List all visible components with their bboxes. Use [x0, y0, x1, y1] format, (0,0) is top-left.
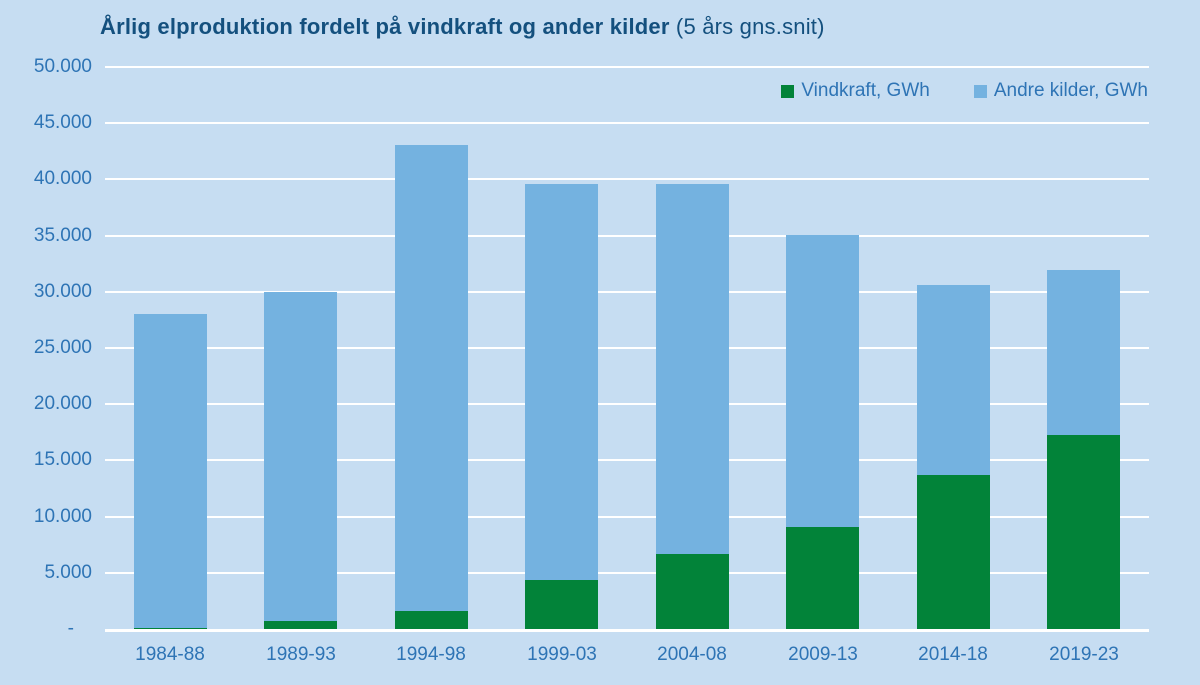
x-axis-label: 1994-98 [396, 644, 466, 665]
y-axis-label: - [67, 618, 74, 639]
bar-segment-vindkraft [134, 628, 207, 629]
x-axis-line [105, 629, 1149, 632]
gridline [105, 234, 1149, 237]
gridline [105, 515, 1149, 518]
x-axis-label: 1989-93 [266, 644, 336, 665]
x-axis-label: 2019-23 [1049, 644, 1119, 665]
y-axis-label: 5.000 [44, 561, 92, 583]
bar-segment-vindkraft [525, 580, 598, 629]
bar-segment-andre-kilder [134, 314, 207, 628]
y-axis-label: 25.000 [33, 337, 92, 358]
legend-item: Vindkraft, GWh [781, 80, 930, 102]
chart-title: Årlig elproduktion fordelt på vindkraft … [100, 14, 825, 40]
bar-segment-vindkraft [786, 527, 859, 629]
chart-title-suffix: (5 års gns.snit) [669, 14, 825, 39]
y-axis-label: 20.000 [33, 393, 92, 415]
bar-segment-andre-kilder [525, 184, 598, 580]
bar-segment-vindkraft [395, 611, 468, 629]
y-axis-label: 15.000 [33, 449, 92, 471]
y-axis-label: 30.000 [33, 280, 92, 302]
y-axis-label: 35.000 [33, 224, 92, 246]
gridline [105, 459, 1149, 462]
legend-label: Andre kilder, GWh [993, 80, 1148, 101]
y-axis-label: 40.000 [33, 168, 92, 190]
x-axis-label: 1999-03 [527, 644, 597, 665]
chart-legend: Vindkraft, GWh Andre kilder, GWh [781, 80, 1148, 102]
gridline [105, 290, 1149, 293]
gridline [105, 122, 1149, 125]
gridline [105, 403, 1149, 406]
y-axis-label: 45.000 [33, 112, 92, 134]
legend-swatch-icon [781, 84, 795, 98]
bar-segment-andre-kilder [656, 184, 729, 554]
gridline [105, 178, 1149, 181]
bar-segment-andre-kilder [395, 145, 468, 611]
x-axis-label: 1984-88 [135, 644, 205, 665]
chart-title-main: Årlig elproduktion fordelt på vindkraft … [100, 14, 670, 39]
bar-segment-vindkraft [1047, 435, 1120, 629]
bar-segment-andre-kilder [917, 285, 990, 475]
y-axis-label: 50.000 [33, 56, 92, 77]
gridline [105, 66, 1149, 68]
plot-area [105, 66, 1149, 632]
legend-swatch-icon [973, 84, 987, 98]
x-axis-label: 2014-18 [918, 644, 988, 665]
bar-segment-vindkraft [656, 554, 729, 629]
bar-segment-andre-kilder [264, 292, 337, 621]
gridline [105, 571, 1149, 574]
bar-segment-vindkraft [917, 475, 990, 629]
bar-segment-andre-kilder [786, 235, 859, 527]
y-axis-label: 10.000 [33, 505, 92, 527]
gridline [105, 347, 1149, 349]
legend-label: Vindkraft, GWh [801, 80, 930, 101]
x-axis-label: 2009-13 [788, 644, 858, 665]
bar-segment-andre-kilder [1047, 270, 1120, 435]
legend-item: Andre kilder, GWh [973, 80, 1148, 102]
bar-segment-vindkraft [264, 621, 337, 629]
x-axis-label: 2004-08 [657, 644, 727, 665]
